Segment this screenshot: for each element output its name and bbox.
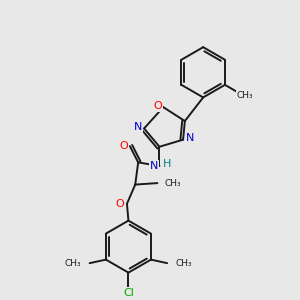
Text: CH₃: CH₃ [165, 178, 182, 188]
Text: O: O [119, 141, 128, 151]
Text: N: N [150, 161, 158, 171]
Text: N: N [134, 122, 142, 132]
Text: O: O [153, 101, 162, 111]
Text: CH₃: CH₃ [176, 259, 192, 268]
Text: Cl: Cl [123, 288, 134, 298]
Text: O: O [115, 199, 124, 209]
Text: N: N [185, 133, 194, 143]
Text: H: H [163, 160, 171, 170]
Text: CH₃: CH₃ [236, 91, 253, 100]
Text: CH₃: CH₃ [65, 259, 81, 268]
